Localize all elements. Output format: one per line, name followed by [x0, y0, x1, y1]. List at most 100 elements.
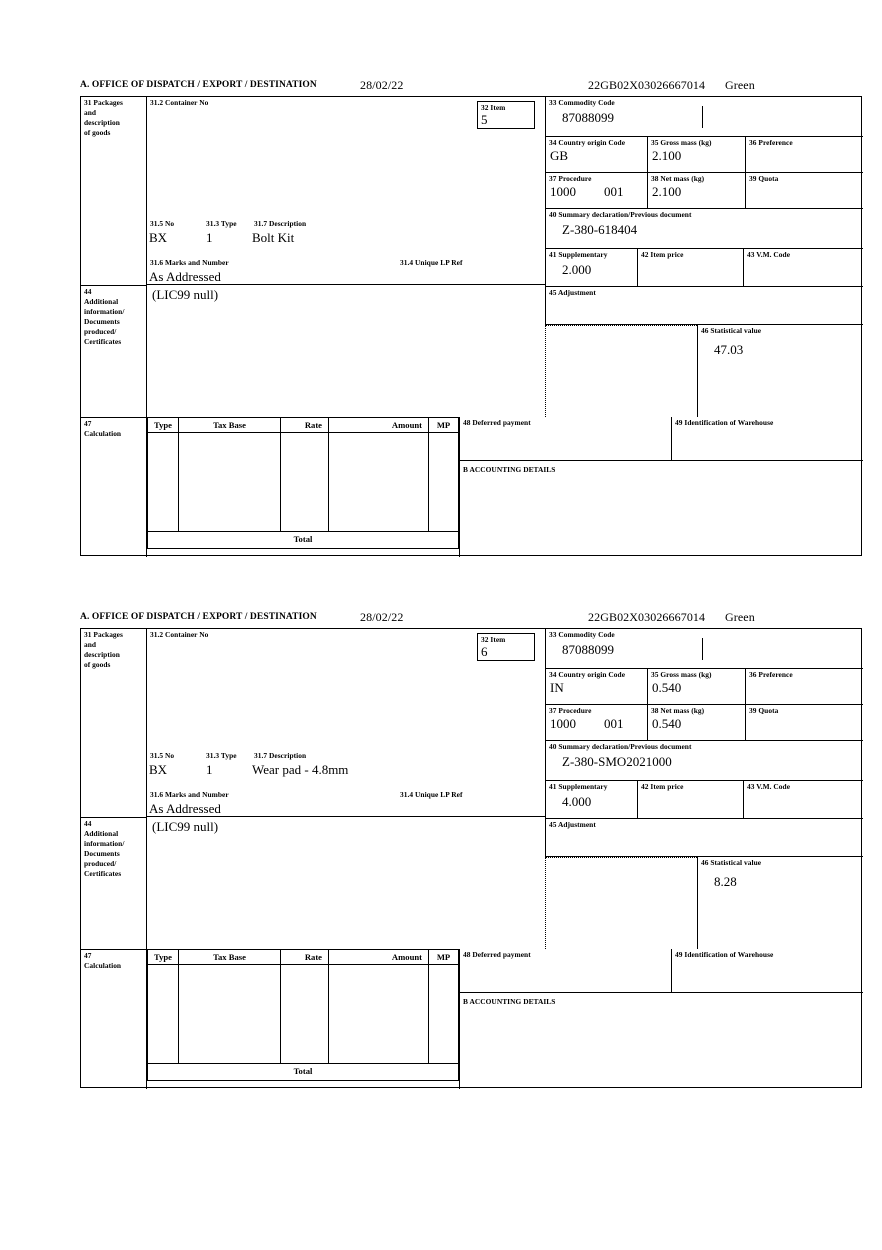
- box-42-label: 42 Item price: [641, 782, 684, 791]
- box-31-3-value: 1: [206, 230, 213, 245]
- box-32-item-cell[interactable]: 32 Item 6: [477, 633, 535, 661]
- box-40-value: Z-380-618404: [562, 222, 638, 237]
- box-39-quota-cell[interactable]: 39 Quota: [745, 173, 863, 209]
- box-45-adjustment-cell[interactable]: 45 Adjustment: [545, 287, 863, 325]
- box-44-additional-info-label-cell: 44 Additional information/ Documents pro…: [81, 285, 147, 417]
- box-46-value: 47.03: [714, 342, 744, 357]
- box-43-label: 43 V.M. Code: [747, 250, 791, 259]
- calc-cell-tax-base[interactable]: [179, 965, 281, 1063]
- box-44-label-line2: Additional: [84, 829, 119, 838]
- box-44-label-line2: Additional: [84, 297, 119, 306]
- box-39-quota-cell[interactable]: 39 Quota: [745, 705, 863, 741]
- box-44-label-line4: Documents: [84, 317, 120, 326]
- box-45-dotted-region: [545, 325, 697, 417]
- calc-header-tax-base-label: Tax Base: [213, 952, 246, 962]
- box-36-preference-cell[interactable]: 36 Preference: [745, 137, 863, 173]
- box-44-additional-info-cell[interactable]: (LIC99 null): [147, 285, 545, 417]
- calc-cell-type[interactable]: [147, 433, 179, 531]
- box-35-label: 35 Gross mass (kg): [651, 138, 712, 147]
- box-41-label: 41 Supplementary: [549, 250, 608, 259]
- box-49-label: 49 Identification of Warehouse: [675, 950, 774, 959]
- box-31-packages-label-cell: 31 Packages and description of goods: [81, 629, 147, 817]
- calc-header-rate-label: Rate: [304, 952, 322, 962]
- box-38-value: 2.100: [652, 184, 682, 199]
- calc-cell-type[interactable]: [147, 965, 179, 1063]
- box-46-label: 46 Statistical value: [701, 326, 762, 335]
- box-31-6-label: 31.6 Marks and Number: [150, 790, 229, 799]
- box-49-label: 49 Identification of Warehouse: [675, 418, 774, 427]
- box-44-label-line1: 44: [84, 819, 92, 828]
- calc-total-row: Total: [147, 531, 459, 549]
- box-36-preference-cell[interactable]: 36 Preference: [745, 669, 863, 705]
- box-44-label-line4: Documents: [84, 849, 120, 858]
- calc-header-type: Type: [147, 949, 179, 965]
- box-31-2-container-no-cell[interactable]: 31.2 Container No 31.5 No 31.3 Type 31.7…: [147, 629, 545, 817]
- box-38-net-mass-cell[interactable]: 38 Net mass (kg) 2.100: [647, 173, 745, 209]
- customs-form-item-5: A. OFFICE OF DISPATCH / EXPORT / DESTINA…: [80, 78, 863, 557]
- box-42-item-price-cell[interactable]: 42 Item price: [637, 249, 743, 287]
- box-35-gross-mass-cell[interactable]: 35 Gross mass (kg) 2.100: [647, 137, 745, 173]
- box-48-deferred-payment-cell[interactable]: 48 Deferred payment: [459, 949, 671, 993]
- box-31-label-line1: 31 Packages: [84, 630, 123, 639]
- box-45-adjustment-cell[interactable]: 45 Adjustment: [545, 819, 863, 857]
- customs-form-item-6: A. OFFICE OF DISPATCH / EXPORT / DESTINA…: [80, 610, 863, 1089]
- box-48-deferred-payment-cell[interactable]: 48 Deferred payment: [459, 417, 671, 461]
- box-31-2-container-no-cell[interactable]: 31.2 Container No 31.5 No 31.3 Type 31.7…: [147, 97, 545, 285]
- box-44-label-line1: 44: [84, 287, 92, 296]
- box-35-gross-mass-cell[interactable]: 35 Gross mass (kg) 0.540: [647, 669, 745, 705]
- calc-cell-tax-base[interactable]: [179, 433, 281, 531]
- box-34-country-origin-cell[interactable]: 34 Country origin Code GB: [545, 137, 647, 173]
- box-49-warehouse-identification-cell[interactable]: 49 Identification of Warehouse: [671, 949, 863, 993]
- box-40-summary-declaration-cell[interactable]: 40 Summary declaration/Previous document…: [545, 741, 863, 781]
- box-b-accounting-details-cell[interactable]: B ACCOUNTING DETAILS: [459, 461, 863, 557]
- box-31-5-value: BX: [149, 762, 168, 777]
- box-40-summary-declaration-cell[interactable]: 40 Summary declaration/Previous document…: [545, 209, 863, 249]
- box-31-description-group: 31.5 No 31.3 Type 31.7 Description BX 1 …: [149, 219, 540, 284]
- box-42-item-price-cell[interactable]: 42 Item price: [637, 781, 743, 819]
- box-41-supplementary-cell[interactable]: 41 Supplementary 4.000: [545, 781, 637, 819]
- box-44-additional-info-label-cell: 44 Additional information/ Documents pro…: [81, 817, 147, 949]
- box-31-4-label: 31.4 Unique LP Ref: [400, 790, 463, 799]
- calc-cell-rate[interactable]: [281, 965, 329, 1063]
- calc-cell-amount[interactable]: [329, 965, 429, 1063]
- calc-header-type: Type: [147, 417, 179, 433]
- box-33-value: 87088099: [562, 642, 614, 657]
- box-47-label-line2: Calculation: [84, 429, 122, 438]
- box-44-label-line5: produced/: [84, 327, 117, 336]
- calc-header-tax-base: Tax Base: [179, 949, 281, 965]
- box-37-procedure-cell[interactable]: 37 Procedure 1000 001: [545, 173, 647, 209]
- box-38-net-mass-cell[interactable]: 38 Net mass (kg) 0.540: [647, 705, 745, 741]
- box-47-label-line1: 47: [84, 419, 92, 428]
- box-49-warehouse-identification-cell[interactable]: 49 Identification of Warehouse: [671, 417, 863, 461]
- calc-cell-mp[interactable]: [429, 965, 459, 1063]
- box-43-vm-code-cell[interactable]: 43 V.M. Code: [743, 781, 863, 819]
- box-32-item-cell[interactable]: 32 Item 5: [477, 101, 535, 129]
- box-b-accounting-details-cell[interactable]: B ACCOUNTING DETAILS: [459, 993, 863, 1089]
- calc-header-tax-base-label: Tax Base: [213, 420, 246, 430]
- box-44-additional-info-cell[interactable]: (LIC99 null): [147, 817, 545, 949]
- box-35-value: 0.540: [652, 680, 682, 695]
- box-35-value: 2.100: [652, 148, 682, 163]
- box-37-procedure-cell[interactable]: 37 Procedure 1000 001: [545, 705, 647, 741]
- box-b-label: B ACCOUNTING DETAILS: [463, 465, 556, 474]
- box-31-3-value: 1: [206, 762, 213, 777]
- box-41-supplementary-cell[interactable]: 41 Supplementary 2.000: [545, 249, 637, 287]
- box-46-statistical-value-cell[interactable]: 46 Statistical value 47.03: [697, 325, 863, 417]
- box-34-country-origin-cell[interactable]: 34 Country origin Code IN: [545, 669, 647, 705]
- calc-header-amount: Amount: [329, 949, 429, 965]
- box-46-statistical-value-cell[interactable]: 46 Statistical value 8.28: [697, 857, 863, 949]
- box-37-value-1: 1000: [550, 716, 576, 731]
- calc-cell-mp[interactable]: [429, 433, 459, 531]
- box-44-label-line3: information/: [84, 839, 125, 848]
- box-33-commodity-code-cell[interactable]: 33 Commodity Code 87088099: [545, 629, 863, 669]
- calc-cell-amount[interactable]: [329, 433, 429, 531]
- box-32-value: 6: [481, 644, 488, 659]
- box-33-divider: [702, 638, 703, 660]
- box-44-value: (LIC99 null): [152, 287, 219, 302]
- box-33-divider: [702, 106, 703, 128]
- box-31-label-line2: and: [84, 640, 97, 649]
- box-33-commodity-code-cell[interactable]: 33 Commodity Code 87088099: [545, 97, 863, 137]
- calc-cell-rate[interactable]: [281, 433, 329, 531]
- box-38-label: 38 Net mass (kg): [651, 706, 705, 715]
- box-43-vm-code-cell[interactable]: 43 V.M. Code: [743, 249, 863, 287]
